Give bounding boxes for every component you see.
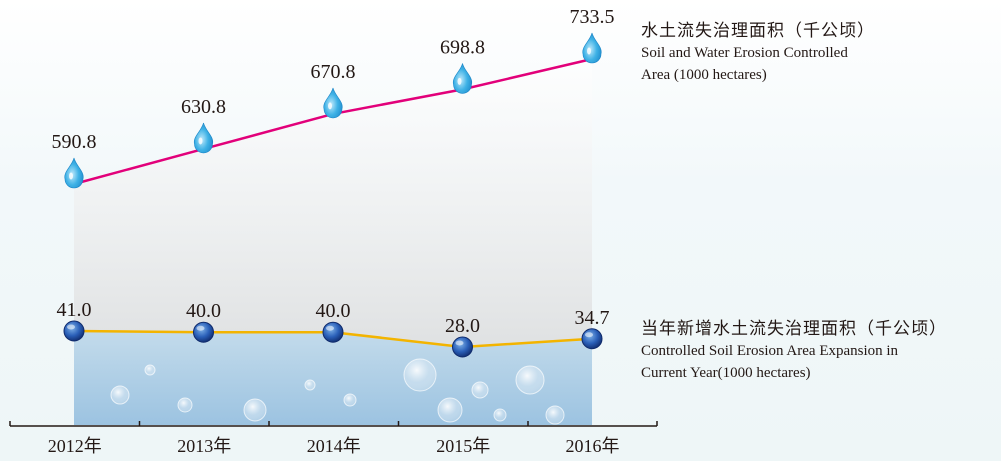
ball-marker (193, 321, 214, 343)
data-label-expansion: 40.0 (186, 300, 221, 322)
upper-area (74, 59, 592, 347)
data-label-expansion: 28.0 (445, 315, 480, 337)
ball-marker (63, 320, 85, 342)
bubble-decoration (343, 393, 357, 407)
droplet-highlight (198, 137, 203, 145)
ball-marker (322, 321, 344, 343)
ball-highlight (455, 340, 464, 346)
x-tick-label: 2012年 (48, 436, 102, 456)
bubble-decoration (144, 364, 156, 376)
ball-highlight (326, 325, 334, 331)
x-tick-label: 2013年 (177, 436, 231, 456)
legend-bottom-en-line2: Current Year(1000 hectares) (641, 365, 811, 381)
ball-marker (581, 328, 603, 350)
ball-highlight (196, 325, 205, 331)
droplet-marker (582, 32, 602, 64)
droplet-highlight (587, 47, 591, 55)
legend-top-en-line2: Area (1000 hectares) (641, 67, 767, 83)
x-tick-label: 2015年 (436, 436, 490, 456)
droplet-marker (193, 122, 214, 154)
droplet-marker (452, 63, 473, 94)
legend-top-cn: 水土流失治理面积（千公顷） (641, 21, 875, 40)
data-label-erosion-controlled: 630.8 (181, 96, 226, 118)
legend-top: 水土流失治理面积（千公顷） Soil and Water Erosion Con… (641, 20, 875, 86)
legend-bottom-cn: 当年新增水土流失治理面积（千公顷） (641, 319, 947, 338)
bubble-decoration (493, 408, 507, 422)
data-label-erosion-controlled: 590.8 (52, 131, 97, 153)
data-label-erosion-controlled: 733.5 (570, 6, 615, 28)
ball-highlight (67, 324, 75, 330)
bubble-decoration (243, 398, 267, 422)
bubble-decoration (110, 385, 130, 405)
x-tick-label: 2016年 (566, 436, 620, 456)
droplet-highlight (328, 102, 332, 110)
data-label-expansion: 41.0 (57, 299, 92, 321)
data-label-expansion: 34.7 (575, 307, 610, 329)
legend-top-en-line1: Soil and Water Erosion Controlled (641, 45, 848, 61)
bubble-decoration (403, 358, 437, 392)
bubble-decoration (437, 397, 463, 423)
bubble-decoration (304, 379, 316, 391)
droplet-marker (323, 87, 343, 119)
ball-marker (452, 336, 473, 358)
bubble-decoration (177, 397, 193, 413)
bubble-decoration (515, 365, 545, 395)
x-tick-label: 2014年 (307, 436, 361, 456)
droplet-highlight (69, 172, 73, 180)
data-label-erosion-controlled: 698.8 (440, 36, 485, 58)
legend-bottom-en-line1: Controlled Soil Erosion Area Expansion i… (641, 343, 899, 359)
ball-highlight (585, 332, 593, 338)
droplet-marker (64, 157, 84, 189)
bubble-decoration (545, 405, 565, 425)
data-label-expansion: 40.0 (316, 300, 351, 322)
droplet-highlight (457, 77, 462, 85)
lower-area (74, 331, 592, 425)
bubble-decoration (471, 381, 489, 399)
legend-bottom: 当年新增水土流失治理面积（千公顷） Controlled Soil Erosio… (641, 318, 947, 384)
data-label-erosion-controlled: 670.8 (311, 61, 356, 83)
